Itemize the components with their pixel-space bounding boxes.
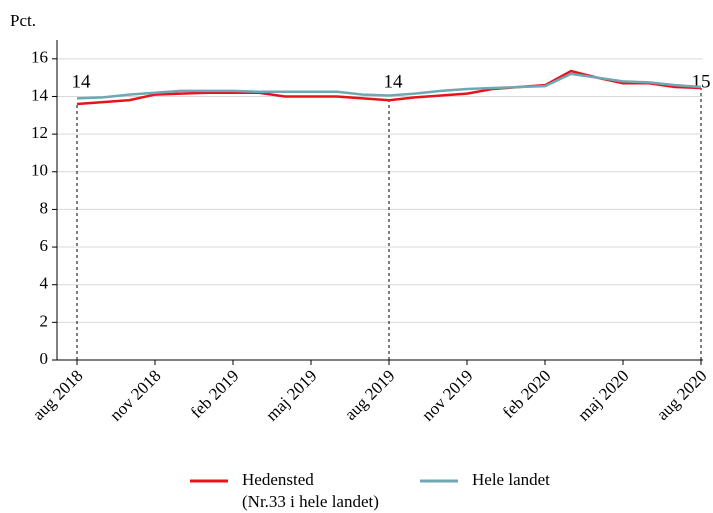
annotation: 14 [384,71,404,92]
y-tick-label: 14 [31,85,49,104]
x-tick-label: maj 2020 [574,366,633,425]
y-tick-label: 6 [40,236,49,255]
x-tick-label: maj 2019 [262,366,321,425]
y-tick-label: 4 [40,274,49,293]
legend-label: Hedensted [242,470,314,489]
x-tick-label: aug 2018 [29,366,87,424]
y-tick-label: 8 [40,198,49,217]
annotation: 14 [72,71,92,92]
y-tick-label: 10 [31,161,48,180]
y-tick-label: 16 [31,48,48,67]
y-tick-label: 12 [31,123,48,142]
x-tick-label: feb 2019 [187,366,243,422]
annotation: 15 [692,71,711,92]
x-tick-label: nov 2018 [106,366,165,425]
x-tick-label: nov 2019 [418,366,477,425]
y-axis-label: Pct. [10,11,36,30]
x-tick-label: aug 2020 [653,366,711,424]
x-tick-label: aug 2019 [341,366,399,424]
x-tick-label: feb 2020 [499,366,555,422]
series-line [76,72,702,100]
y-tick-label: 0 [40,349,49,368]
legend-note: (Nr.33 i hele landet) [242,492,379,511]
legend-label: Hele landet [472,470,550,489]
y-tick-label: 2 [40,311,49,330]
